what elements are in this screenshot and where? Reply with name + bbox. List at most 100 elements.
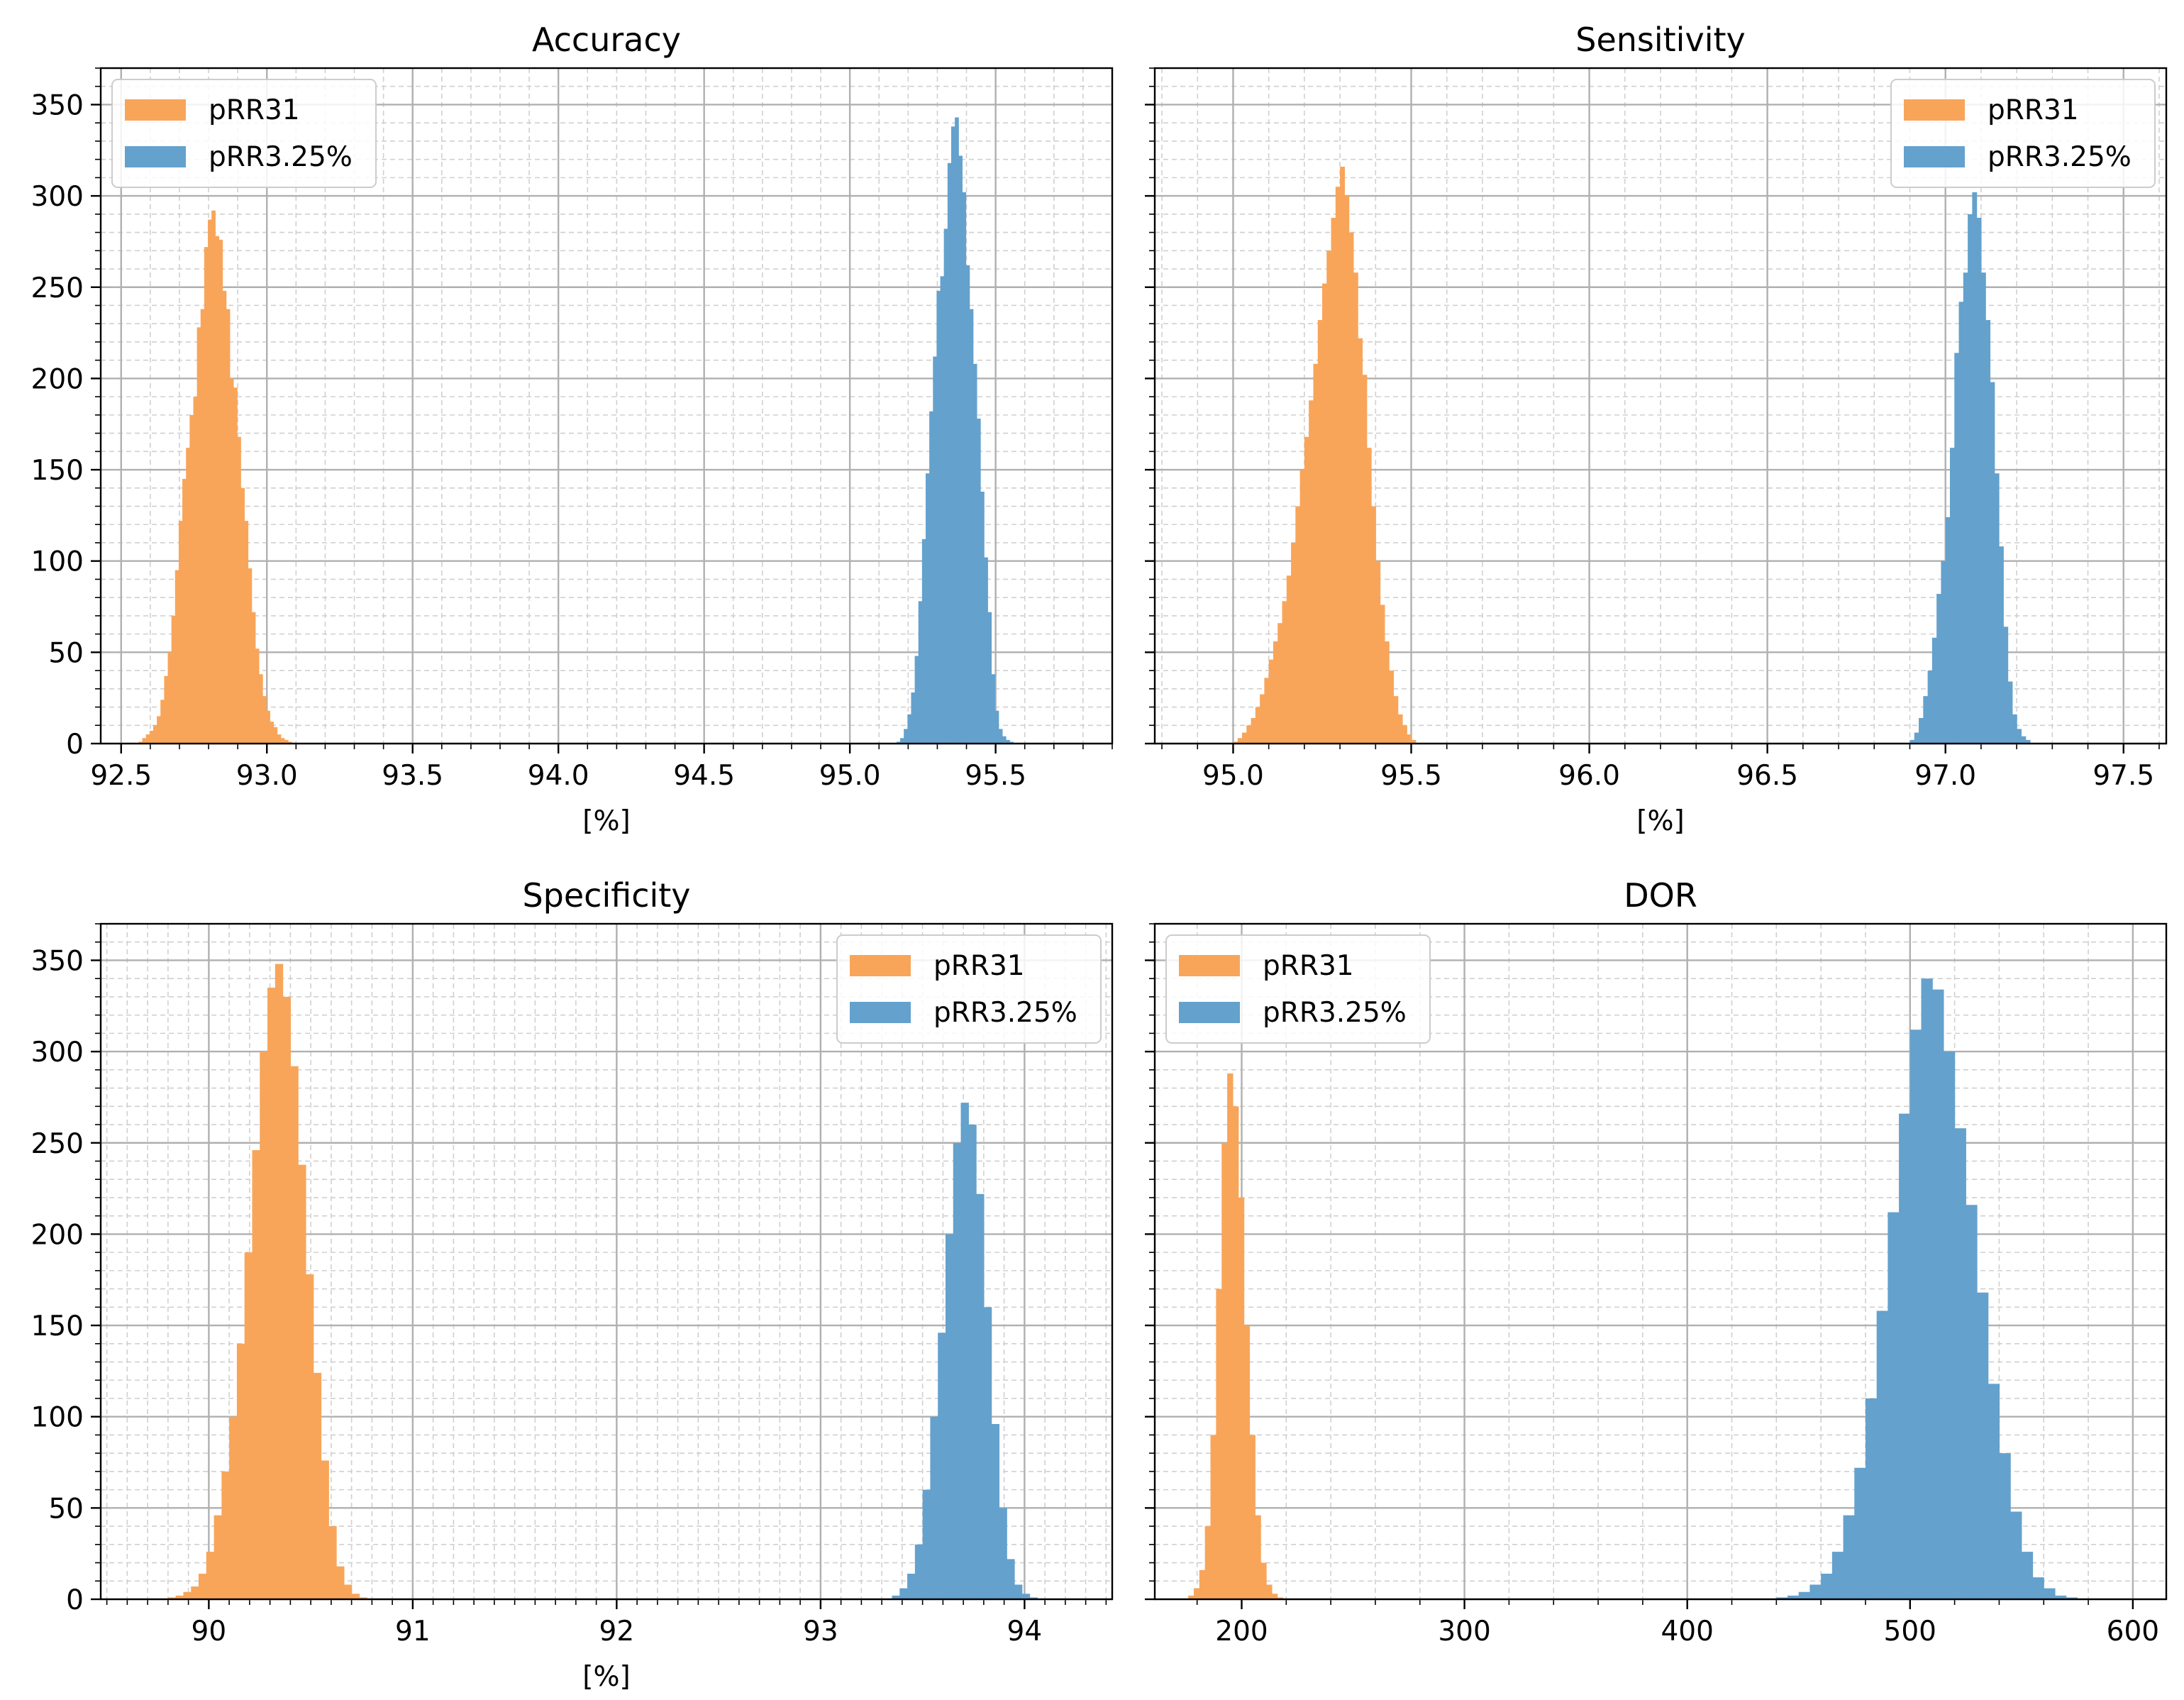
legend-swatch	[125, 146, 186, 167]
x-tick-label: 94	[1007, 1616, 1043, 1647]
histogram-bar	[1888, 1212, 1900, 1599]
y-tick-label: 300	[31, 1037, 84, 1069]
histogram-bar	[275, 964, 284, 1599]
histogram-bar	[1787, 1595, 1800, 1599]
histogram-bar	[987, 612, 992, 744]
x-tick-label: 94.5	[673, 760, 735, 792]
histogram-bar	[1362, 375, 1368, 744]
x-tick-label: 95.0	[1202, 760, 1264, 792]
histogram-bar	[1371, 506, 1376, 744]
histogram-bar	[175, 1595, 184, 1599]
histogram-bar	[1277, 1597, 1284, 1599]
histogram-bar	[167, 652, 172, 744]
histogram-bar	[138, 741, 143, 744]
histogram-bar	[1977, 1292, 1989, 1599]
histogram-bar	[922, 1489, 931, 1599]
histogram-bar	[359, 1597, 367, 1599]
histogram-bar	[976, 1193, 985, 1599]
legend-swatch	[850, 1002, 911, 1023]
series-prr3-25	[892, 1103, 1038, 1599]
histogram-bar	[2010, 1511, 2022, 1599]
legend-label: pRR3.25%	[209, 141, 353, 173]
dor-panel: 200 300 400 500 600 DOR pRR31 pRR3.25%	[1145, 876, 2168, 1647]
histogram-bar	[2054, 1595, 2067, 1599]
y-tick-label: 250	[31, 272, 84, 304]
legend-label: pRR3.25%	[933, 997, 1077, 1029]
histogram-bar	[273, 727, 278, 744]
y-tick-label: 150	[31, 1310, 84, 1342]
histogram-bar	[1843, 1515, 1855, 1599]
histogram-bar	[1299, 470, 1305, 744]
histogram-bar	[914, 656, 919, 744]
series-prr31	[167, 964, 367, 1599]
histogram-bar	[267, 988, 276, 1599]
histogram-bar	[936, 290, 941, 744]
histogram-bar	[1291, 542, 1296, 744]
x-tick-label: 94.0	[528, 760, 589, 792]
histogram-bar	[200, 309, 205, 744]
legend-swatch	[1179, 1002, 1240, 1023]
histogram-bar	[900, 738, 904, 744]
x-tick-label: 93.5	[382, 760, 443, 792]
legend-swatch	[1904, 99, 1965, 121]
histogram-bar	[1943, 1052, 1956, 1599]
histogram-bar	[1242, 732, 1247, 744]
histogram-bar	[1909, 739, 1915, 744]
histogram-bar	[962, 192, 967, 744]
histogram-bar	[218, 239, 223, 744]
histogram-bar	[955, 117, 959, 744]
histogram-bar	[305, 1274, 314, 1599]
y-tick-label: 200	[31, 1219, 84, 1251]
histogram-bar	[2007, 681, 2013, 744]
histogram-bar	[1945, 517, 1951, 744]
histogram-bar	[907, 1573, 916, 1599]
histogram-bar	[277, 734, 282, 744]
histogram-bar	[229, 378, 234, 744]
histogram-bar	[255, 648, 260, 744]
x-tick-label: 200	[1215, 1616, 1268, 1647]
series-prr3-25	[896, 117, 1014, 744]
legend: pRR31 pRR3.25%	[1890, 79, 2156, 188]
legend: pRR31 pRR3.25%	[111, 79, 377, 188]
x-tick-label: 96.0	[1558, 760, 1620, 792]
histogram-bar	[1317, 320, 1323, 744]
x-tick-label: 400	[1661, 1616, 1713, 1647]
axes-frame	[1153, 922, 2168, 1601]
axes-frame	[99, 67, 1114, 745]
histogram-bar	[1980, 272, 1986, 744]
histogram-bar	[1393, 696, 1399, 744]
histogram-bar	[911, 692, 916, 744]
histogram-bar	[1821, 1573, 1833, 1599]
histogram-bar	[1389, 670, 1395, 744]
histogram-bar	[921, 539, 926, 744]
histogram-bar	[904, 729, 908, 744]
histogram-bar	[947, 162, 952, 744]
histogram-bar	[1295, 506, 1301, 744]
histogram-bar	[976, 419, 981, 744]
x-tick-label: 92.5	[90, 760, 152, 792]
histogram-bar	[244, 521, 249, 744]
histogram-bar	[1348, 232, 1354, 744]
histogram-bar	[998, 729, 1003, 744]
histogram-bar	[328, 1526, 337, 1599]
histogram-bar	[157, 716, 161, 744]
histogram-bar	[1221, 1142, 1228, 1599]
histogram-bar	[1798, 1591, 1811, 1599]
histogram-bar	[1255, 707, 1260, 744]
x-tick-label: 95.0	[819, 760, 881, 792]
histogram-bar	[972, 363, 977, 744]
tick-labels: 92.5 93.0 93.5 94.0 94.5 95.0 95.5 0 50 100 150 200…	[31, 89, 1026, 792]
histogram-bar	[1831, 1552, 1844, 1599]
histogram-bar	[199, 1573, 207, 1599]
histogram-bar	[153, 725, 157, 744]
histogram-bar	[1344, 196, 1350, 744]
histogram-bar	[1009, 741, 1014, 744]
histogram-bar	[1227, 1073, 1234, 1599]
histogram-bar	[1994, 473, 2000, 744]
histogram-bar	[1233, 741, 1238, 744]
legend: pRR31 pRR3.25%	[836, 934, 1102, 1044]
histogram-bar	[1988, 1384, 2000, 1599]
histogram-bar	[950, 126, 955, 744]
histogram-bar	[1384, 641, 1390, 744]
histogram-bar	[994, 710, 999, 744]
